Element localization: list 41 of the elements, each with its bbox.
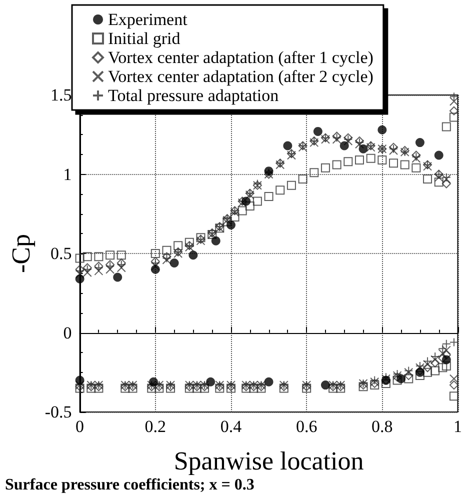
legend-label: Vortex center adaptation (after 2 cycle) bbox=[108, 67, 374, 86]
point bbox=[75, 376, 84, 385]
point bbox=[264, 377, 274, 386]
x-tick-label: 0.2 bbox=[144, 417, 166, 436]
legend-label: Experiment bbox=[108, 10, 188, 29]
text: Surface pressure coefficients; x = 0.3 bbox=[5, 476, 254, 494]
point bbox=[358, 144, 368, 154]
point bbox=[242, 196, 251, 206]
point bbox=[320, 380, 330, 390]
point bbox=[188, 250, 198, 260]
y-tick-label: 1.5 bbox=[50, 86, 72, 104]
point bbox=[75, 274, 84, 284]
point bbox=[170, 258, 179, 268]
point bbox=[283, 141, 292, 150]
point bbox=[206, 377, 216, 386]
point bbox=[113, 272, 122, 282]
y-tick-label: 1 bbox=[63, 164, 72, 184]
point bbox=[442, 355, 451, 364]
point bbox=[149, 377, 158, 386]
point bbox=[340, 141, 349, 150]
point bbox=[150, 264, 160, 274]
x-tick-label: 0.8 bbox=[372, 417, 393, 436]
legend-label: Total pressure adaptation bbox=[108, 86, 280, 105]
y-tick-label: 0 bbox=[63, 323, 72, 342]
legend-label: Vortex center adaptation (after 1 cycle) bbox=[108, 48, 374, 67]
point bbox=[378, 125, 387, 134]
x-axis-title: Spanwise location bbox=[174, 446, 364, 476]
y-tick-label: -0.5 bbox=[44, 402, 72, 422]
point bbox=[211, 236, 220, 246]
legend-label: Initial grid bbox=[108, 29, 181, 48]
x-tick-label: 0.6 bbox=[296, 417, 318, 436]
x-tick-label: 1 bbox=[454, 417, 462, 436]
x-tick-label: 0.4 bbox=[220, 417, 242, 436]
x-tick-label: 0 bbox=[76, 417, 84, 436]
point bbox=[415, 138, 424, 148]
point bbox=[396, 374, 406, 384]
point bbox=[226, 220, 236, 230]
point bbox=[434, 150, 444, 160]
point bbox=[313, 126, 322, 136]
y-tick-label: 0.5 bbox=[50, 244, 72, 263]
y-axis-title: -Cp bbox=[6, 234, 36, 273]
